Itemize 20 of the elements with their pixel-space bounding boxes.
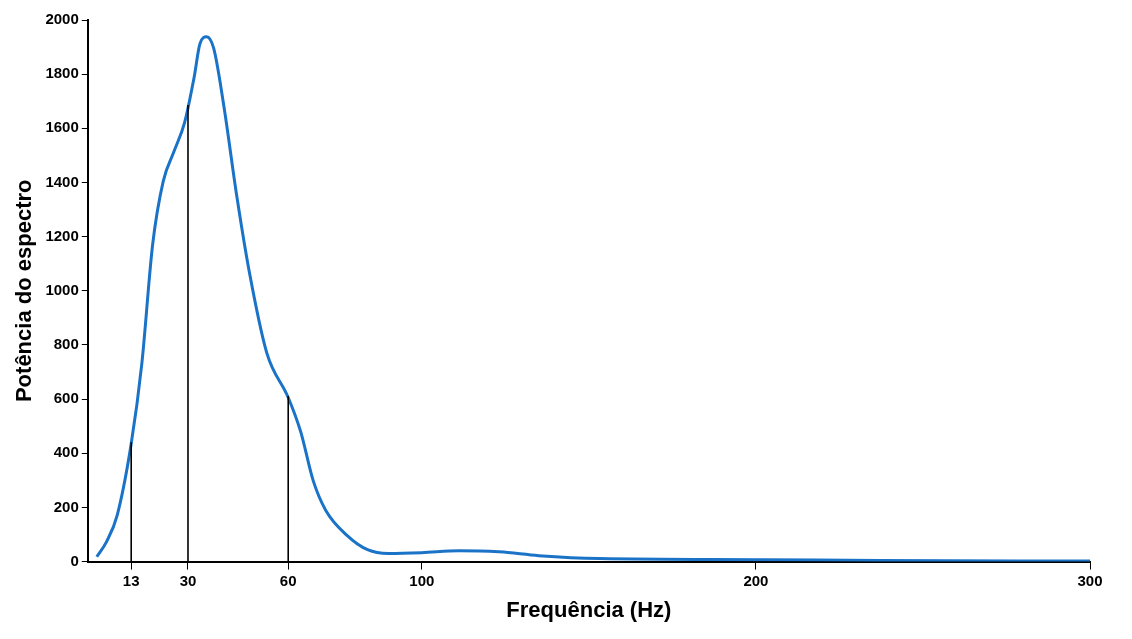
y-tick-label: 200 — [53, 497, 79, 515]
y-tick-label: 400 — [53, 443, 79, 461]
y-tick-label: 1200 — [45, 226, 79, 244]
y-tick-label: 1400 — [45, 172, 79, 190]
x-tick-label: 13 — [122, 571, 140, 589]
x-tick-label: 30 — [179, 571, 197, 589]
y-tick-label: 1600 — [45, 118, 79, 136]
y-axis-title: Potência do espectro — [11, 179, 37, 403]
y-tick-label: 1000 — [45, 280, 79, 298]
y-tick-label: 800 — [53, 335, 79, 353]
x-tick-label: 60 — [279, 571, 297, 589]
x-tick-label: 200 — [743, 571, 769, 589]
y-tick-label: 0 — [70, 551, 79, 569]
y-tick-label: 1800 — [45, 64, 79, 82]
x-tick-label: 300 — [1077, 571, 1103, 589]
y-tick-label: 600 — [53, 389, 79, 407]
y-tick-label: 2000 — [45, 10, 79, 28]
x-axis-title: Frequência (Hz) — [506, 596, 672, 622]
x-tick-label: 100 — [409, 571, 435, 589]
line-series — [95, 35, 1090, 562]
